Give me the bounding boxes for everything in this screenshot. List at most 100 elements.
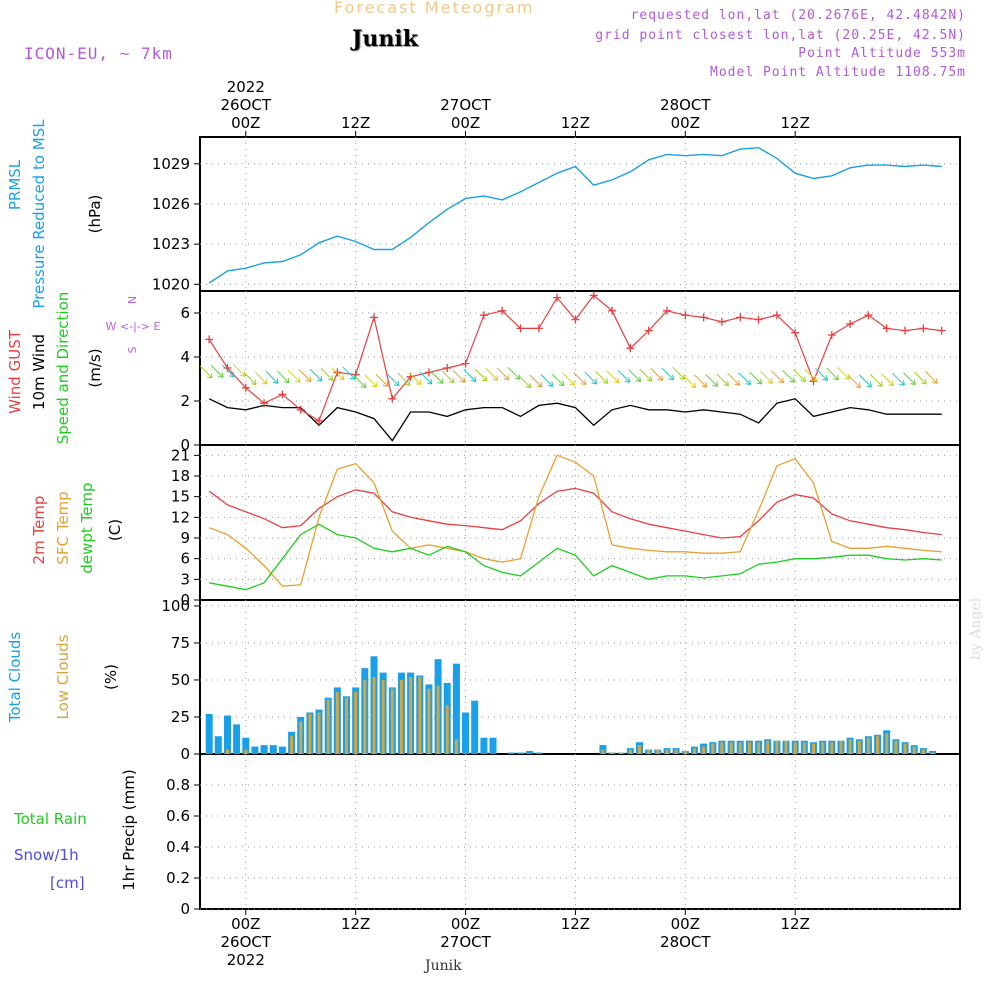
low-cloud-bar [766,740,770,754]
y-tick-label: 0 [180,900,190,918]
total-cloud-bar [599,745,607,754]
wind-direction-arrow [463,369,477,383]
wind-direction-arrow [771,370,785,384]
low-cloud-bar [390,688,394,754]
bottom-time-label: 00Z [231,915,260,933]
bottom-time-label: 12Z [341,915,370,933]
wind-direction-arrow [650,368,664,381]
wind-label: 10m Wind [30,334,48,410]
wind-direction-arrow [254,371,268,385]
total-cloud-bar [251,746,259,754]
top-time-label: 12Z [780,114,809,132]
gust-marker [369,313,378,322]
wind-direction-arrow [826,367,839,381]
total-cloud-bar [517,752,524,754]
low-cloud-bar [702,746,706,754]
wind-direction-arrow [837,366,850,380]
total-cloud-bar [242,737,250,754]
y-tick-label: 15 [171,488,190,506]
wind-direction-arrow [408,372,422,386]
wind-direction-arrow [331,367,345,381]
low-cloud-bar [747,742,751,754]
low-cloud-bar [738,742,742,754]
rain-label: Total Rain [13,810,87,828]
dewpt-label: dewpt Temp [78,482,96,573]
top-time-label: 27OCT [440,96,491,114]
wind-direction-arrow [760,371,774,384]
gust-marker [333,368,342,377]
gust-marker [754,315,763,324]
low-cloud-bar [802,742,806,754]
wind-direction-arrow [672,366,686,380]
wind-direction-arrow [287,369,301,383]
wind-direction-arrow [892,372,905,386]
low-cloud-bar [693,748,696,754]
wind-direction-arrow [606,370,620,384]
precip-unit: 1hr Precip (mm) [120,769,138,890]
total-cloud-bar [535,752,543,754]
requested-coords: requested lon,lat (20.2676E, 42.4842N) [630,8,966,23]
wind-direction-arrow [210,365,224,378]
y-tick-label: 0 [180,745,190,763]
gust-marker [827,331,836,339]
wind-direction-arrow [276,370,290,384]
station-name: Junik [352,26,418,52]
low-cloud-bar [885,733,889,754]
low-cloud-bar [848,739,852,754]
total-cloud-bar [471,700,479,754]
low-cloud-bar [793,742,797,754]
gust-marker [589,291,598,300]
sfc-label: SFC Temp [54,491,72,564]
gust-marker [571,315,580,324]
wind-direction-arrow [397,372,411,386]
gust-label: Wind GUST [6,329,24,414]
dewpt-line [209,523,942,591]
low-cloud-bar [317,712,321,754]
gust-marker [864,311,873,320]
gust-marker [205,335,214,344]
grid-point-coords: grid point closest lon,lat (20.25E, 42.5… [595,28,966,43]
y-tick-label: 1020 [152,275,190,293]
y-tick-label: 0.4 [166,838,190,856]
wind-direction-arrow [782,369,796,383]
low-cloud-bar [757,742,761,754]
low-cloud-bar [857,740,861,754]
low-cloud-bar [418,677,422,754]
y-tick-label: 1029 [152,155,190,173]
low-cloud-bar [610,752,614,754]
pressure-unit: (hPa) [86,195,104,234]
footer-station: Junik [425,958,462,974]
wind-direction-arrow [507,366,521,380]
low-cloud-bar [674,749,678,754]
snow-unit-label: [cm] [50,874,85,892]
low-cloud-bar [839,740,843,754]
wind-direction-arrow [485,368,499,381]
low-cloud-bar [436,685,440,754]
wind-direction-arrow [881,373,894,387]
low-cloud-bar [683,751,687,754]
low-cloud-bar [454,739,458,754]
y-tick-label: 12 [171,508,190,526]
temp-unit: (C) [106,519,124,541]
total-cloud-bar [260,745,268,754]
wind-direction-arrow [419,371,433,385]
wind-direction-arrow [298,369,312,383]
direction-key-we: W <-|-> E [106,320,161,333]
y-tick-label: 2 [180,392,190,410]
wind-direction-arrow [474,368,488,382]
gust-marker [388,394,397,403]
total-cloud-bar [507,752,515,754]
low-cloud-bar [665,749,669,754]
total-cloud-bar [214,736,222,754]
wind-direction-arrow [232,363,246,377]
gust-marker [516,324,525,333]
wind-direction-arrow [441,370,455,384]
wind-direction-arrow [903,372,916,386]
low-cloud-bar [821,742,825,754]
low-cloud-bar [720,742,724,754]
wind-direction-arrow [551,373,565,387]
total-cloud-bar [452,663,460,754]
y-tick-label: 50 [171,671,190,689]
gust-marker [644,326,653,335]
wind-speed-line [208,398,942,442]
